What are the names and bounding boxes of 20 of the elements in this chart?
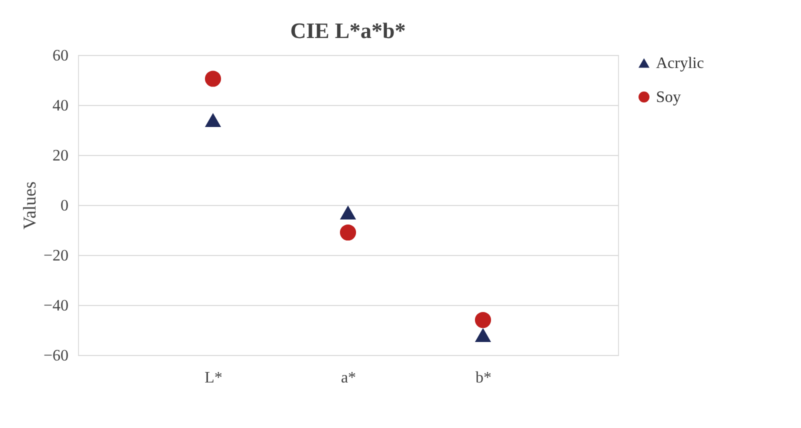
point <box>474 328 492 342</box>
point <box>340 224 356 241</box>
y-tick-label: 40 <box>52 98 68 114</box>
point <box>204 113 222 127</box>
y-axis-title: Values <box>19 182 40 230</box>
y-tick-label: 60 <box>52 48 68 64</box>
chart-title: CIE L*a*b* <box>290 18 406 43</box>
x-tick-label: b* <box>476 370 492 386</box>
y-tick-label: −40 <box>43 298 68 314</box>
x-tick-label: L* <box>204 370 222 386</box>
y-tick-label: 20 <box>52 148 68 164</box>
point <box>340 206 356 220</box>
legend-label: Soy <box>656 89 681 106</box>
legend-label: Acrylic <box>656 55 704 72</box>
point <box>204 70 222 87</box>
y-tick-label: 0 <box>60 198 68 214</box>
y-tick-label: −60 <box>43 348 68 364</box>
y-tick-label: −20 <box>43 248 68 264</box>
x-tick-label: a* <box>340 370 356 386</box>
point <box>474 312 492 328</box>
